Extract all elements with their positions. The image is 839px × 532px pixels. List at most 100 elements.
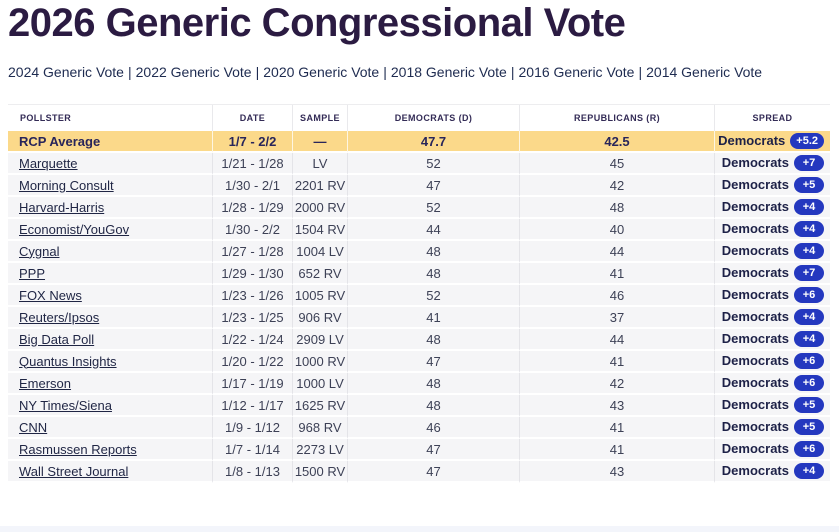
spread-cell: Democrats +5.2 xyxy=(715,131,830,153)
col-header-pollster: POLLSTER xyxy=(8,105,213,131)
spread-party: Democrats xyxy=(721,199,789,214)
spread-cell: Democrats +4 xyxy=(715,197,830,219)
nav-link-2022-generic-vote[interactable]: 2022 Generic Vote xyxy=(135,64,252,80)
democrats-cell: 47 xyxy=(348,175,520,197)
spread-badge: +4 xyxy=(794,463,824,479)
table-row: FOX News 1/23 - 1/26 1005 RV 52 46 Democrats +… xyxy=(8,285,830,307)
democrats-cell: 48 xyxy=(348,241,520,263)
democrats-cell: 52 xyxy=(348,285,520,307)
date-cell: 1/12 - 1/17 xyxy=(213,395,293,417)
pollster-cell: RCP Average xyxy=(8,131,213,153)
col-header-democrats: DEMOCRATS (D) xyxy=(348,105,520,131)
spread-party: Democrats xyxy=(721,331,789,346)
sample-cell: 1000 RV xyxy=(293,351,348,373)
pollster-link[interactable]: FOX News xyxy=(19,287,82,303)
nav-link-2024-generic-vote[interactable]: 2024 Generic Vote xyxy=(8,64,124,80)
democrats-cell: 48 xyxy=(348,395,520,417)
date-cell: 1/22 - 1/24 xyxy=(213,329,293,351)
democrats-cell: 47.7 xyxy=(348,131,520,153)
pollster-cell: CNN xyxy=(8,417,213,439)
spread-cell: Democrats +5 xyxy=(715,175,830,197)
pollster-cell: Emerson xyxy=(8,373,213,395)
pollster-link[interactable]: Harvard-Harris xyxy=(19,199,105,215)
rcp-average-row: RCP Average 1/7 - 2/2 — 47.7 42.5 Democr… xyxy=(8,131,830,153)
pollster-link[interactable]: Marquette xyxy=(19,155,78,171)
pollster-link[interactable]: PPP xyxy=(19,265,46,281)
page-title: 2026 Generic Congressional Vote xyxy=(8,1,626,45)
spread-badge: +5.2 xyxy=(790,133,824,149)
spread-party: Democrats xyxy=(718,133,786,148)
spread-party: Democrats xyxy=(721,177,789,192)
sample-cell: 2273 LV xyxy=(293,439,348,461)
republicans-cell: 44 xyxy=(520,241,715,263)
nav-link-2020-generic-vote[interactable]: 2020 Generic Vote xyxy=(263,64,380,80)
pollster-link[interactable]: Quantus Insights xyxy=(19,353,117,369)
pollster-link[interactable]: Wall Street Journal xyxy=(19,463,129,479)
pollster-cell: Morning Consult xyxy=(8,175,213,197)
pollster-cell: FOX News xyxy=(8,285,213,307)
date-cell: 1/23 - 1/26 xyxy=(213,285,293,307)
pollster-link[interactable]: Morning Consult xyxy=(19,177,114,193)
democrats-cell: 41 xyxy=(348,307,520,329)
pollster-link[interactable]: Emerson xyxy=(19,375,72,391)
spread-party: Democrats xyxy=(721,375,789,390)
nav-separator: | xyxy=(383,64,387,80)
table-row: Rasmussen Reports 1/7 - 1/14 2273 LV 47 41 De… xyxy=(8,439,830,461)
pollster-link[interactable]: Reuters/Ipsos xyxy=(19,309,100,325)
republicans-cell: 41 xyxy=(520,417,715,439)
spread-badge: +4 xyxy=(794,309,824,325)
republicans-cell: 42 xyxy=(520,373,715,395)
table-row: Quantus Insights 1/20 - 1/22 1000 RV 47 41 De… xyxy=(8,351,830,373)
table-row: Emerson 1/17 - 1/19 1000 LV 48 42 Democrats +6 xyxy=(8,373,830,395)
pollster-cell: Reuters/Ipsos xyxy=(8,307,213,329)
pollster-link[interactable]: Big Data Poll xyxy=(19,331,95,347)
spread-party: Democrats xyxy=(721,397,789,412)
date-cell: 1/9 - 1/12 xyxy=(213,417,293,439)
spread-badge: +6 xyxy=(794,353,824,369)
sample-cell: 2000 RV xyxy=(293,197,348,219)
col-header-republicans: REPUBLICANS (R) xyxy=(520,105,715,131)
pollster-link[interactable]: CNN xyxy=(19,419,48,435)
col-header-spread: SPREAD xyxy=(715,105,830,131)
sample-cell: 2201 RV xyxy=(293,175,348,197)
nav-separator: | xyxy=(638,64,643,80)
table-row: Economist/YouGov 1/30 - 2/2 1504 RV 44 40 Dem… xyxy=(8,219,830,241)
pollster-cell: Big Data Poll xyxy=(8,329,213,351)
pollster-cell: Quantus Insights xyxy=(8,351,213,373)
date-cell: 1/30 - 2/1 xyxy=(213,175,293,197)
republicans-cell: 45 xyxy=(520,153,715,175)
spread-party: Democrats xyxy=(721,309,789,324)
sample-cell: 652 RV xyxy=(293,263,348,285)
table-row: Cygnal 1/27 - 1/28 1004 LV 48 44 Democrats +4 xyxy=(8,241,830,263)
poll-rows: RCP Average 1/7 - 2/2 — 47.7 42.5 Democr… xyxy=(8,131,830,483)
col-header-date: DATE xyxy=(213,105,293,131)
democrats-cell: 47 xyxy=(348,439,520,461)
date-cell: 1/17 - 1/19 xyxy=(213,373,293,395)
sample-cell: 1500 RV xyxy=(293,461,348,483)
nav-link-2018-generic-vote[interactable]: 2018 Generic Vote xyxy=(390,64,507,80)
pollster-link[interactable]: Cygnal xyxy=(19,243,60,259)
democrats-cell: 48 xyxy=(348,263,520,285)
sample-cell: 968 RV xyxy=(293,417,348,439)
pollster-link[interactable]: Rasmussen Reports xyxy=(19,441,137,457)
date-cell: 1/29 - 1/30 xyxy=(213,263,293,285)
footer-strip xyxy=(0,525,839,532)
pollster-link[interactable]: NY Times/Siena xyxy=(19,397,112,413)
date-cell: 1/7 - 2/2 xyxy=(213,131,293,153)
spread-badge: +7 xyxy=(794,155,824,171)
table-row: NY Times/Siena 1/12 - 1/17 1625 RV 48 43 Demo… xyxy=(8,395,830,417)
nav-link-2014-generic-vote[interactable]: 2014 Generic Vote xyxy=(646,64,763,80)
date-cell: 1/28 - 1/29 xyxy=(213,197,293,219)
nav-separator: | xyxy=(255,64,260,80)
sample-cell: 1504 RV xyxy=(293,219,348,241)
pollster-link[interactable]: Economist/YouGov xyxy=(19,221,130,237)
spread-badge: +6 xyxy=(794,375,824,391)
pollster-cell: Economist/YouGov xyxy=(8,219,213,241)
rcp-average-label: RCP Average xyxy=(19,133,101,149)
sample-cell: 1000 LV xyxy=(293,373,348,395)
spread-party: Democrats xyxy=(721,287,789,302)
spread-cell: Democrats +4 xyxy=(715,219,830,241)
nav-link-2016-generic-vote[interactable]: 2016 Generic Vote xyxy=(518,64,635,80)
spread-badge: +7 xyxy=(794,265,824,281)
spread-party: Democrats xyxy=(721,353,789,368)
